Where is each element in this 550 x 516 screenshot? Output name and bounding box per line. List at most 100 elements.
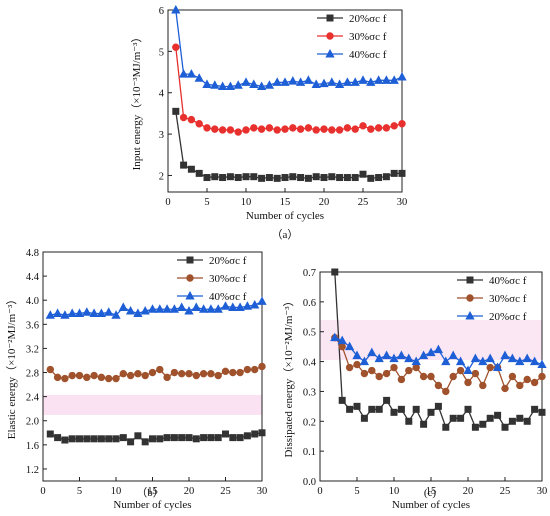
marker [211,173,219,181]
marker [251,365,259,374]
marker [352,350,362,360]
marker [257,125,266,133]
marker [327,77,337,86]
marker [104,307,114,316]
marker [243,432,251,440]
caption: (c) [424,487,437,499]
marker [390,363,398,372]
marker [375,372,383,381]
legend-label: 20%σc f [489,311,527,323]
marker [191,302,201,311]
marker [360,414,368,422]
marker [389,353,399,363]
marker [214,371,222,380]
marker [170,434,178,442]
marker [389,75,399,84]
x-tick-label: 10 [389,486,400,497]
marker [149,435,156,443]
x-tick-label: 10 [111,486,122,497]
marker [225,81,236,91]
marker [226,173,234,181]
marker [243,365,252,374]
series [171,4,407,91]
marker [492,362,503,372]
marker [359,356,370,366]
marker [214,434,222,442]
x-tick-label: 20 [463,486,474,497]
x-tick-label: 5 [354,486,359,497]
marker [289,173,297,181]
marker [537,359,547,369]
marker [242,301,253,310]
marker [206,304,216,313]
marker [250,299,260,309]
marker [398,169,406,177]
marker [52,308,63,317]
marker [234,128,242,136]
marker [218,126,227,134]
marker [331,268,339,276]
marker [235,302,245,311]
marker [368,366,376,375]
marker [134,370,142,378]
legend-label: 30%σc f [349,31,387,43]
marker [343,124,352,132]
x-tick-label: 30 [257,486,268,497]
marker [335,126,344,134]
marker [346,405,354,413]
marker [479,381,487,390]
marker [351,125,359,133]
marker [404,353,414,363]
series [46,256,266,446]
marker [320,174,328,182]
marker [195,169,203,177]
x-tick-label: 10 [241,197,252,208]
marker [76,435,83,443]
marker [343,174,351,182]
marker [61,436,69,444]
y-tick-label: 1.2 [26,465,39,476]
marker [312,173,320,181]
marker [485,353,495,363]
legend-label: 30%σc f [489,293,527,305]
x-tick-label: 20 [319,197,330,208]
marker [229,434,237,442]
marker [90,435,98,443]
marker [265,174,273,182]
marker [156,435,164,443]
marker [234,174,242,182]
marker [229,368,237,377]
y-tick-label: 3.2 [26,344,39,355]
marker [516,381,524,390]
marker [336,174,344,182]
marker [148,368,157,377]
x-axis-label: Number of cycles [392,499,470,511]
marker [501,384,509,393]
marker [177,302,187,311]
marker [288,76,298,85]
marker [134,432,142,440]
y-tick-label: 0.5 [303,328,316,339]
y-tick-label: 2.8 [26,369,39,380]
marker [397,71,407,81]
marker [89,308,99,317]
marker [242,126,250,134]
marker [194,73,204,82]
marker [178,69,189,78]
marker [133,308,143,317]
legend-label: 30%σc f [209,273,247,285]
x-tick-label: 15 [426,486,437,497]
marker [226,126,235,134]
marker [236,434,244,442]
marker [449,372,457,381]
y-tick-label: 4.4 [26,272,40,283]
marker [345,363,354,372]
marker [162,304,172,313]
marker [68,435,76,443]
marker [180,161,188,169]
marker [210,80,220,89]
x-tick-label: 25 [358,197,369,208]
marker [185,434,193,442]
marker [296,125,305,133]
